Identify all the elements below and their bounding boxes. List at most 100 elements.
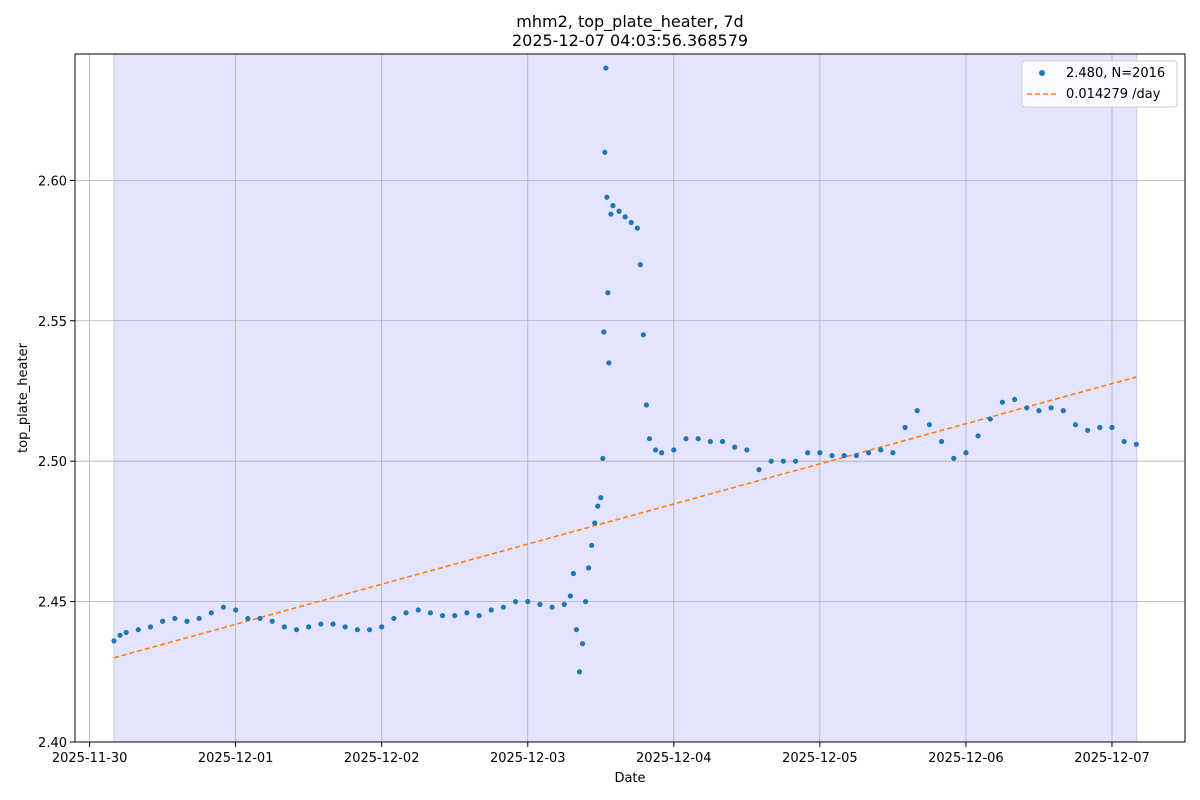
data-point (1072, 422, 1079, 428)
data-point (379, 624, 385, 630)
x-tick-label: 2025-12-06 (928, 751, 1004, 766)
data-point (829, 452, 835, 459)
data-point (586, 565, 592, 571)
data-point (780, 458, 786, 464)
data-point (537, 601, 543, 608)
data-point (196, 615, 202, 622)
data-point (999, 399, 1006, 405)
data-point (865, 450, 872, 456)
data-point (579, 641, 586, 647)
x-tick-label: 2025-12-05 (782, 751, 858, 766)
data-point (573, 627, 580, 633)
plot-frame (74, 53, 1186, 743)
y-tick-label: 2.50 (38, 455, 67, 470)
data-point (602, 149, 608, 155)
data-point (354, 627, 360, 633)
x-tick-label: 2025-12-02 (344, 751, 420, 766)
x-tick-label: 2025-12-07 (1074, 751, 1150, 766)
data-point (732, 444, 738, 450)
data-point (561, 601, 567, 608)
data-point (549, 604, 555, 610)
x-tick-label: 2025-12-01 (198, 751, 274, 766)
data-point (427, 610, 433, 616)
data-point (567, 593, 573, 599)
data-point (172, 615, 178, 622)
data-point (1085, 427, 1091, 433)
data-point (233, 607, 239, 613)
data-point (604, 194, 610, 200)
data-point (1060, 408, 1066, 414)
data-point (439, 613, 446, 619)
data-point (608, 211, 614, 217)
legend-points-label: 2.480, N=2016 (1066, 66, 1165, 81)
data-point (1024, 405, 1030, 411)
data-point (293, 627, 300, 633)
data-point (525, 598, 531, 605)
data-point (391, 615, 397, 622)
data-point (123, 629, 129, 636)
chart-title: mhm2, top_plate_heater, 7d (516, 12, 743, 32)
data-point (595, 503, 601, 509)
data-point (628, 219, 634, 226)
data-point (306, 624, 312, 630)
data-point (257, 615, 263, 622)
data-point (403, 610, 409, 616)
trend-line (113, 376, 1137, 659)
data-point (987, 416, 993, 422)
y-tick-label: 2.45 (38, 596, 67, 611)
data-point (926, 422, 933, 428)
x-tick-label: 2025-12-03 (490, 751, 566, 766)
data-point (601, 329, 607, 335)
data-point (643, 402, 650, 408)
data-point (415, 607, 421, 613)
data-point (366, 627, 373, 633)
data-point (600, 455, 606, 461)
data-point (1012, 396, 1018, 403)
data-point (1048, 405, 1054, 411)
data-point (1036, 408, 1042, 414)
data-point (768, 458, 774, 464)
data-point (592, 520, 598, 526)
data-point (245, 615, 251, 622)
data-point (488, 607, 494, 613)
data-point (1097, 424, 1103, 431)
data-point (914, 408, 920, 414)
data-point (452, 613, 458, 619)
data-point (841, 452, 847, 459)
data-point (598, 495, 604, 501)
data-point (902, 424, 908, 431)
y-tick-label: 2.55 (38, 315, 67, 330)
x-tick-label: 2025-12-04 (636, 751, 712, 766)
data-point (500, 604, 507, 610)
data-point (208, 610, 214, 616)
data-point (878, 447, 884, 453)
y-tick-label: 2.60 (38, 174, 67, 189)
data-point (890, 450, 896, 456)
data-point (281, 624, 287, 630)
data-point (683, 436, 689, 442)
x-tick-label: 2025-11-30 (52, 751, 128, 766)
data-point (606, 360, 612, 366)
x-tick-layer: 2025-11-30 2025-12-01 2025-12-02 2025-12-03… (52, 742, 1150, 766)
data-point (622, 214, 628, 220)
data-point (951, 455, 957, 461)
data-point (330, 621, 336, 627)
shade-layer (113, 53, 1138, 743)
data-point (582, 598, 589, 605)
data-point (184, 618, 190, 624)
data-point (707, 438, 713, 445)
data-point (975, 433, 981, 439)
data-point (646, 436, 653, 442)
data-point (117, 632, 123, 638)
data-point (817, 450, 823, 456)
legend: 2.480, N=2016 0.014279 /day (1021, 60, 1178, 108)
data-point (576, 669, 583, 675)
x-axis-label: Date (614, 771, 645, 786)
data-point (744, 447, 750, 453)
data-point (1133, 441, 1139, 447)
data-point (605, 290, 611, 296)
y-axis-label: top_plate_heater (16, 342, 31, 453)
legend-box (1021, 60, 1178, 108)
data-point (111, 638, 117, 644)
